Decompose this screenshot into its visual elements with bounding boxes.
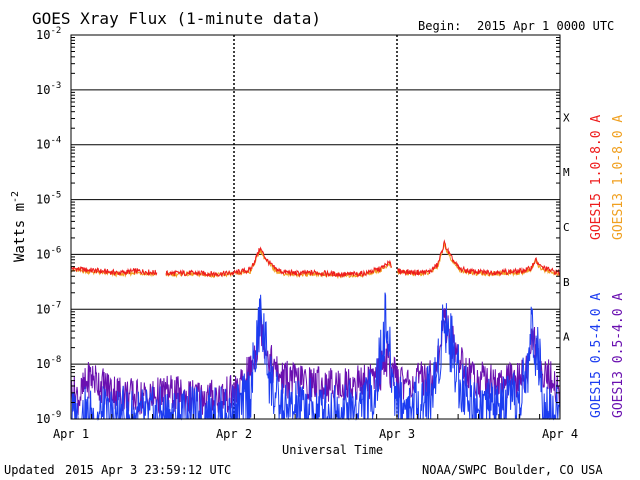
series-layer (70, 239, 561, 421)
y-tick-exponent: -7 (50, 300, 61, 310)
y-axis-label-base: Watts m (12, 203, 28, 262)
y-tick-label: 10-3 (36, 81, 61, 97)
y-tick-exponent: -8 (50, 355, 61, 365)
begin-value: 2015 Apr 1 0000 UTC (477, 19, 614, 33)
chart-title: GOES Xray Flux (1-minute data) (32, 9, 321, 28)
flare-class-label: B (563, 276, 570, 289)
x-tick-label: Apr 1 (53, 427, 89, 441)
y-tick-label: 10-5 (36, 191, 61, 207)
y-tick-base: 10 (36, 193, 50, 207)
y-tick-exponent: -4 (50, 136, 61, 146)
y-tick-label: 10-2 (36, 26, 61, 42)
y-tick-base: 10 (36, 302, 50, 316)
y-tick-exponent: -6 (50, 245, 61, 255)
legend-entry: GOES13 0.5-4.0 A (611, 293, 626, 418)
updated-label: Updated (4, 463, 55, 477)
x-tick-label: Apr 2 (216, 427, 252, 441)
axis-ticks (70, 37, 561, 419)
y-tick-label: 10-9 (36, 410, 61, 426)
series-line (70, 239, 561, 279)
legend-entry: GOES15 1.0-8.0 A (589, 115, 604, 240)
flare-class-label: X (563, 111, 570, 124)
flare-class-label: A (563, 331, 570, 344)
y-tick-base: 10 (36, 138, 50, 152)
y-axis-label-exponent: -2 (10, 191, 21, 203)
series-line (71, 292, 561, 421)
y-tick-label: 10-4 (36, 136, 61, 152)
y-tick-exponent: -5 (50, 191, 61, 201)
y-tick-exponent: -3 (50, 81, 61, 91)
x-axis-label: Universal Time (282, 443, 383, 457)
y-tick-label: 10-7 (36, 300, 61, 316)
x-tick-label: Apr 3 (379, 427, 415, 441)
updated-value: 2015 Apr 3 23:59:12 UTC (65, 463, 231, 477)
y-tick-base: 10 (36, 83, 50, 97)
y-tick-label: 10-8 (36, 355, 61, 371)
credit: NOAA/SWPC Boulder, CO USA (422, 463, 603, 477)
x-tick-label: Apr 4 (542, 427, 578, 441)
y-tick-label: 10-6 (36, 245, 61, 261)
y-tick-base: 10 (36, 357, 50, 371)
y-axis-label: Watts m-2 (10, 191, 28, 262)
legend: GOES15 1.0-8.0 A GOES13 1.0-8.0 A GOES15 0… (589, 115, 626, 418)
plot-frame (70, 34, 561, 420)
y-tick-base: 10 (36, 247, 50, 261)
y-tick-labels: 10-210-310-410-510-610-710-810-9 (36, 26, 61, 426)
flare-class-labels: X M C B A (563, 111, 570, 343)
y-tick-base: 10 (36, 28, 50, 42)
legend-entry: GOES13 1.0-8.0 A (611, 115, 626, 240)
flare-class-label: C (563, 221, 570, 234)
begin-label: Begin: (418, 19, 461, 33)
y-tick-exponent: -9 (50, 410, 61, 420)
y-tick-base: 10 (36, 412, 50, 426)
flare-class-label: M (563, 166, 570, 179)
x-tick-labels: Apr 1 Apr 2 Apr 3 Apr 4 (53, 427, 578, 441)
y-tick-exponent: -2 (50, 26, 61, 36)
plot-grid (71, 35, 560, 419)
legend-entry: GOES15 0.5-4.0 A (589, 293, 604, 418)
